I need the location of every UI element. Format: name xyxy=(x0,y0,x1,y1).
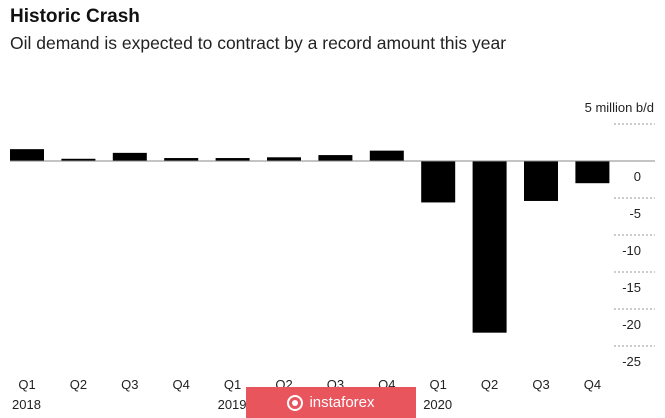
y-tick-label: 0 xyxy=(634,169,641,184)
bar xyxy=(472,161,507,333)
x-tick-label: Q4 xyxy=(584,377,601,392)
bars xyxy=(10,149,610,333)
bar xyxy=(164,158,199,161)
bar xyxy=(61,158,96,161)
x-tick-label: Q1 xyxy=(18,377,35,392)
x-tick-label: Q1 xyxy=(430,377,447,392)
y-tick-label: -10 xyxy=(622,243,641,258)
bar xyxy=(575,161,610,184)
bar xyxy=(215,158,250,161)
bar xyxy=(318,155,353,161)
instaforex-logo-icon xyxy=(287,394,304,411)
x-year-label: 2020 xyxy=(423,397,452,412)
x-tick-label: Q4 xyxy=(173,377,190,392)
x-category-labels: Q1 Q2 Q3 Q4 Q1 Q2 Q3 Q4 Q1 Q2 Q3 Q4 xyxy=(18,377,601,392)
y-tick-labels: 0 -5 -10 -15 -20 -25 xyxy=(622,169,641,369)
bar xyxy=(112,152,147,161)
y-tick-label: -25 xyxy=(622,354,641,369)
chart-title: Historic Crash xyxy=(10,6,140,27)
x-tick-label: Q2 xyxy=(481,377,498,392)
x-tick-label: Q3 xyxy=(532,377,549,392)
grid-lines xyxy=(614,123,655,347)
y-tick-label: -5 xyxy=(629,206,641,221)
watermark-text: instaforex xyxy=(309,394,375,411)
x-year-label: 2019 xyxy=(218,397,247,412)
chart-subtitle: Oil demand is expected to contract by a … xyxy=(10,33,507,53)
bar xyxy=(524,161,558,201)
bar xyxy=(421,161,456,203)
y-tick-label: -20 xyxy=(622,317,641,332)
bar xyxy=(10,149,44,161)
x-year-label: 2018 xyxy=(12,397,41,412)
y-unit-label: 5 million b/d xyxy=(585,100,654,115)
x-tick-label: Q3 xyxy=(121,377,138,392)
x-year-labels: 2018 2019 2020 xyxy=(12,397,452,412)
bar xyxy=(369,150,404,161)
x-tick-label: Q1 xyxy=(224,377,241,392)
bar xyxy=(267,157,301,161)
watermark: instaforex xyxy=(246,387,416,418)
x-tick-label: Q2 xyxy=(70,377,87,392)
y-tick-label: -15 xyxy=(622,280,641,295)
